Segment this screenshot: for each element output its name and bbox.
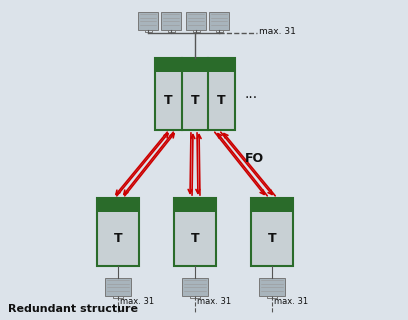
- Bar: [209, 12, 229, 30]
- Text: ...: ...: [245, 87, 258, 101]
- Bar: [161, 12, 181, 30]
- Bar: [97, 198, 139, 212]
- Text: T: T: [191, 94, 200, 108]
- Bar: [97, 212, 139, 266]
- Text: max. 31: max. 31: [259, 28, 296, 36]
- Text: T: T: [191, 233, 200, 245]
- Bar: [182, 278, 208, 296]
- Text: T: T: [164, 94, 173, 108]
- Text: T: T: [268, 233, 276, 245]
- Bar: [155, 58, 235, 72]
- Bar: [174, 198, 216, 212]
- Bar: [251, 198, 293, 266]
- Bar: [138, 12, 158, 30]
- Bar: [186, 12, 206, 30]
- Bar: [97, 198, 139, 266]
- Bar: [174, 198, 216, 266]
- Bar: [259, 278, 285, 296]
- Text: T: T: [114, 233, 122, 245]
- Text: max. 31: max. 31: [274, 297, 308, 306]
- Bar: [251, 198, 293, 212]
- Bar: [155, 72, 235, 130]
- Text: FO: FO: [245, 153, 264, 165]
- Bar: [251, 212, 293, 266]
- Text: max. 31: max. 31: [120, 297, 154, 306]
- Text: T: T: [217, 94, 226, 108]
- Text: Redundant structure: Redundant structure: [8, 304, 138, 314]
- Bar: [105, 278, 131, 296]
- Bar: [155, 58, 235, 130]
- Text: max. 31: max. 31: [197, 297, 231, 306]
- Bar: [174, 212, 216, 266]
